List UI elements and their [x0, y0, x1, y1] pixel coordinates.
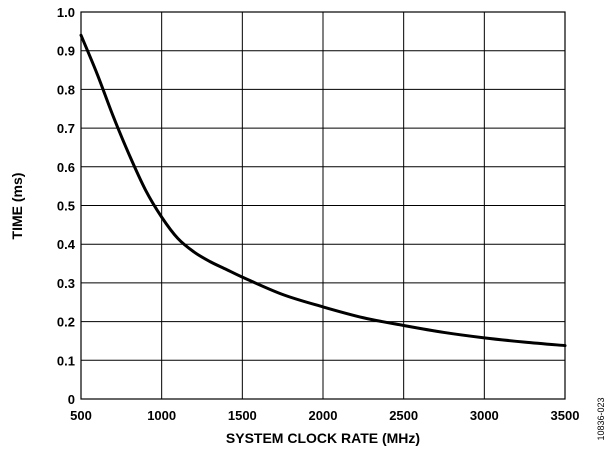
- y-tick-label: 0.2: [57, 315, 75, 330]
- y-tick-label: 0.8: [57, 82, 75, 97]
- y-tick-label: 0.1: [57, 353, 75, 368]
- series-line: [79, 33, 567, 348]
- grid-lines: [81, 12, 565, 399]
- y-tick-label: 0.6: [57, 160, 75, 175]
- y-axis-title: TIME (ms): [9, 173, 25, 240]
- x-tick-labels: 500 1000 1500 2000 2500 3000 3500: [70, 408, 579, 423]
- y-tick-label: 0: [68, 392, 75, 407]
- x-tick-label: 1000: [147, 408, 176, 423]
- y-tick-label: 1.0: [57, 5, 75, 20]
- x-tick-label: 500: [70, 408, 92, 423]
- figure-id: 10836-023: [596, 397, 606, 440]
- x-tick-label: 2000: [309, 408, 338, 423]
- y-tick-label: 0.5: [57, 199, 75, 214]
- x-tick-label: 3500: [551, 408, 580, 423]
- y-tick-label: 0.7: [57, 121, 75, 136]
- y-tick-label: 0.4: [57, 237, 76, 252]
- x-axis-title: SYSTEM CLOCK RATE (MHz): [226, 430, 420, 446]
- x-tick-label: 2500: [389, 408, 418, 423]
- x-tick-label: 1500: [228, 408, 257, 423]
- y-tick-label: 0.9: [57, 44, 75, 59]
- y-tick-labels: 0 0.1 0.2 0.3 0.4 0.5 0.6 0.7 0.8 0.9 1.0: [57, 5, 76, 407]
- y-tick-label: 0.3: [57, 276, 75, 291]
- plot-frame: [80, 11, 566, 400]
- x-tick-label: 3000: [470, 408, 499, 423]
